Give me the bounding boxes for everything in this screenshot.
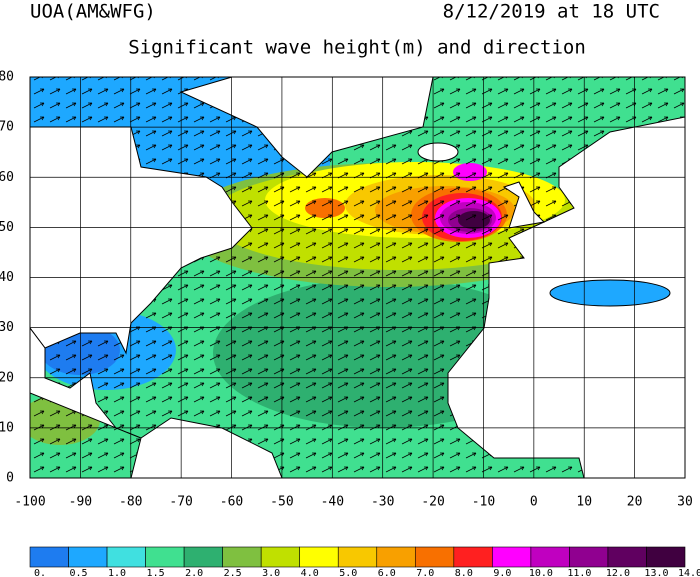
x-tick-label: -50	[270, 495, 293, 510]
y-tick-label: 70	[0, 120, 14, 135]
colorbar-label: 4.0	[301, 568, 319, 577]
colorbar-label: 6.0	[378, 568, 396, 577]
x-tick-label: -100	[14, 495, 45, 510]
x-tick-label: -40	[321, 495, 344, 510]
colorbar-label: 10.0	[529, 568, 553, 577]
x-tick-label: -90	[69, 495, 92, 510]
map-frame	[29, 76, 686, 479]
colorbar-label: 1.0	[108, 568, 126, 577]
color-swatch	[183, 546, 223, 568]
x-tick-label: 20	[627, 495, 643, 510]
y-tick-label: 50	[0, 220, 14, 235]
x-tick-label: -80	[119, 495, 142, 510]
header-right: 8/12/2019 at 18 UTC	[443, 1, 660, 23]
y-tick-label: 60	[0, 170, 14, 185]
y-tick-label: 20	[0, 370, 14, 385]
y-tick-label: 10	[0, 420, 14, 435]
colorbar-label: 0.5	[69, 568, 87, 577]
colorbar-label: 1.5	[147, 568, 165, 577]
color-swatch	[453, 546, 493, 568]
color-swatch	[106, 546, 146, 568]
x-tick-label: -60	[220, 495, 243, 510]
y-tick-label: 0	[6, 471, 14, 486]
colorbar-label: 14.0	[678, 568, 700, 577]
color-swatch	[607, 546, 647, 568]
colorbar-label: 13.0	[644, 568, 668, 577]
color-swatch	[337, 546, 378, 568]
colorbar-label: 8.0	[455, 568, 473, 577]
x-tick-label: -30	[371, 495, 394, 510]
y-tick-label: 80	[0, 70, 14, 85]
color-swatch	[530, 546, 570, 568]
x-tick-label: -70	[169, 495, 192, 510]
color-swatch	[569, 546, 609, 568]
color-swatch	[492, 546, 532, 568]
x-tick-label: 30	[677, 495, 693, 510]
wave-field	[30, 77, 685, 478]
color-swatch	[68, 546, 108, 568]
color-swatch	[299, 546, 339, 568]
x-tick-label: 10	[576, 495, 592, 510]
x-tick-label: -10	[472, 495, 495, 510]
color-swatch	[646, 546, 686, 568]
colorbar-label: 11.0	[567, 568, 591, 577]
map-title: Significant wave height(m) and direction	[128, 37, 586, 59]
colorbar-label: 9.0	[493, 568, 511, 577]
colorbar-label: 2.0	[185, 568, 203, 577]
color-swatch	[222, 546, 262, 568]
color-swatch	[29, 546, 69, 568]
colorbar-label: 5.0	[339, 568, 357, 577]
color-swatch	[376, 546, 416, 568]
y-tick-label: 40	[0, 270, 14, 285]
y-tick-label: 30	[0, 320, 14, 335]
colorbar-label: 7.0	[416, 568, 434, 577]
x-tick-label: -20	[421, 495, 444, 510]
colorbar-label: 12.0	[606, 568, 630, 577]
header-left: UOA(AM&WFG)	[30, 1, 156, 23]
color-swatch	[145, 546, 185, 568]
x-tick-label: 0	[530, 495, 538, 510]
colorbar-label: 0.	[34, 568, 46, 577]
colorbar-label: 3.0	[262, 568, 280, 577]
color-swatch	[260, 546, 301, 568]
color-swatch	[414, 546, 455, 568]
colorbar-label: 2.5	[224, 568, 242, 577]
